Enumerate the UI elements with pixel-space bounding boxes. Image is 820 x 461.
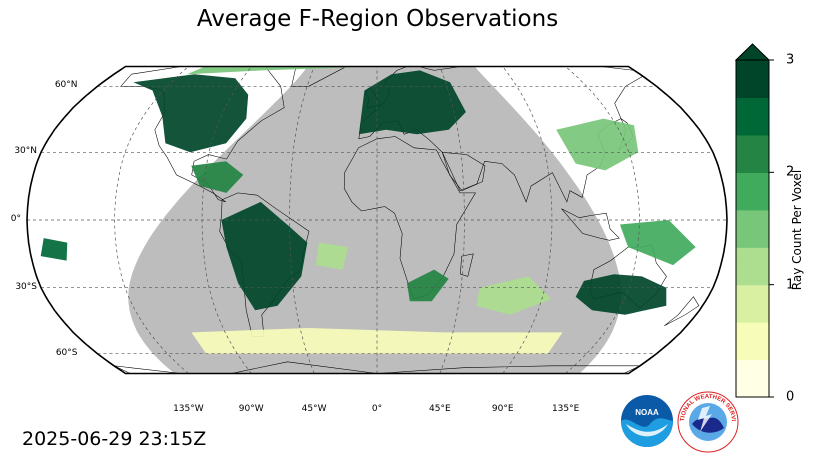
colorbar-segment xyxy=(736,272,769,286)
lat-label: 60°S xyxy=(55,347,78,358)
lon-label: 45°E xyxy=(429,404,451,414)
meridian-line xyxy=(502,66,553,374)
continent-new-zealand xyxy=(664,296,700,327)
observation-arctic xyxy=(187,66,461,75)
colorbar-tick-label: 2 xyxy=(786,164,795,180)
lon-label: 45°W xyxy=(301,404,327,414)
colorbar-segment xyxy=(736,322,769,336)
colorbar-segment xyxy=(736,147,769,161)
colorbar-segment xyxy=(736,247,769,261)
colorbar-segment xyxy=(736,172,769,186)
colorbar-tick-label: 3 xyxy=(786,52,795,68)
colorbar-segment xyxy=(736,234,769,248)
observation-western-pacific xyxy=(619,220,696,266)
lat-label: 60°N xyxy=(54,80,78,91)
lat-label: 30°S xyxy=(15,281,37,292)
continent-arabia xyxy=(441,151,486,192)
lon-label: 0° xyxy=(371,404,383,414)
colorbar-label: Ray Count Per Voxel xyxy=(790,169,804,291)
colorbar-segment xyxy=(736,222,769,236)
colorbar-segment xyxy=(736,384,769,398)
colorbar-extend-arrow xyxy=(734,43,771,61)
colorbar-segment xyxy=(736,109,769,124)
colorbar-segment xyxy=(736,60,769,74)
colorbar-segment xyxy=(736,184,769,198)
continent-greenland xyxy=(291,66,354,87)
continent-madagascar xyxy=(460,253,474,277)
map-border xyxy=(26,65,728,375)
colorbar-tick-label: 1 xyxy=(786,277,795,293)
colorbar-segment xyxy=(736,284,769,298)
colorbar-segment xyxy=(736,372,769,386)
colorbar xyxy=(734,43,774,398)
colorbar-frame xyxy=(735,59,770,398)
colorbar-tick-label: 0 xyxy=(786,389,795,405)
observation-south-atlantic xyxy=(315,242,348,270)
colorbar-segment xyxy=(736,97,769,111)
colorbar-segment xyxy=(736,309,769,323)
colorbar-segment xyxy=(736,197,769,211)
observation-south-america xyxy=(221,201,308,311)
page-title: Average F-Region Observations xyxy=(196,6,559,32)
observation-east-asia xyxy=(556,118,639,171)
observation-southern-africa xyxy=(407,269,449,302)
meridian-line xyxy=(114,66,189,374)
colorbar-segment xyxy=(736,259,769,273)
timestamp: 2025-06-29 23:15Z xyxy=(22,428,207,450)
continent-indonesia xyxy=(561,208,620,241)
lon-label: 90°W xyxy=(238,404,264,414)
lat-label: 0° xyxy=(10,214,21,224)
lon-label: 135°E xyxy=(551,404,580,414)
observation-southern-australia xyxy=(575,274,667,315)
colorbar-segment xyxy=(736,122,769,136)
observation-north-america xyxy=(133,74,249,153)
colorbar-segment xyxy=(736,84,769,99)
lon-label: 90°E xyxy=(491,404,514,414)
graticule xyxy=(27,66,727,374)
meridian-line xyxy=(201,66,252,374)
colorbar-segment xyxy=(736,159,769,173)
noaa-logo: NOAA xyxy=(621,395,673,447)
colorbar-segment xyxy=(736,72,769,86)
lon-label: 135°W xyxy=(173,404,204,414)
svg-text:NOAA: NOAA xyxy=(635,408,659,417)
meridian-line xyxy=(565,66,640,374)
meridian-line xyxy=(439,66,465,374)
lat-label: 30°N xyxy=(14,146,37,157)
colorbar-segment xyxy=(736,134,769,148)
observation-indian-ocean xyxy=(476,276,552,315)
colorbar-segment xyxy=(736,334,769,348)
colorbar-segment xyxy=(736,297,769,311)
colorbar-segment xyxy=(736,359,769,373)
colorbar-segment xyxy=(736,209,769,223)
colorbar-segment xyxy=(736,347,769,361)
nws-logo: NATIONAL WEATHER SERVICE xyxy=(676,390,739,453)
meridian-line xyxy=(289,66,315,374)
observation-pacific-ocean xyxy=(40,238,68,261)
